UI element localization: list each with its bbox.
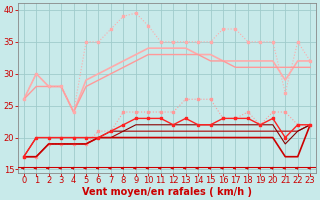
X-axis label: Vent moyen/en rafales ( km/h ): Vent moyen/en rafales ( km/h )	[82, 187, 252, 197]
